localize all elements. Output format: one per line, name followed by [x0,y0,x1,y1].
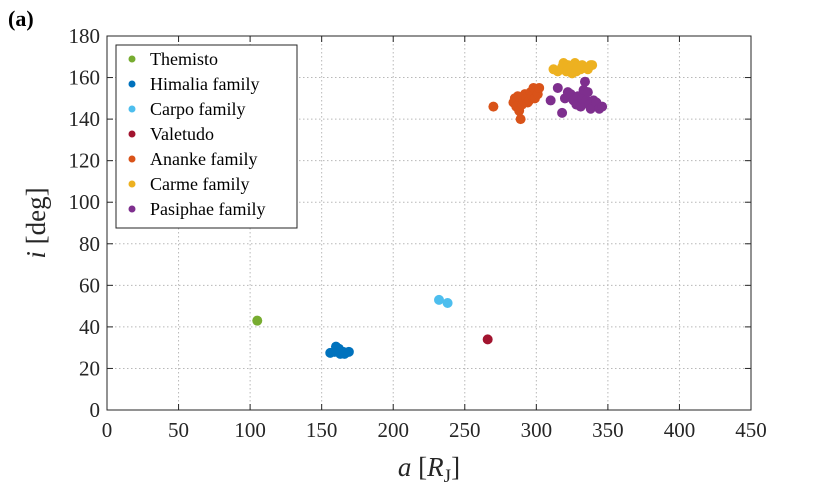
y-tick-labels: 0 20 40 60 80 100 120 140 160 180 [69,24,101,422]
y-tick-label: 0 [90,398,101,422]
data-point-carpo-family [442,297,453,308]
y-tick-label: 60 [79,273,100,297]
y-tick-label: 160 [69,66,101,90]
x-tick-label: 350 [592,418,624,442]
x-axis-var: a [398,452,412,482]
legend: Themisto Himalia family Carpo family Valetu… [115,44,298,229]
x-tick-label: 200 [377,418,409,442]
series-themisto [252,315,263,326]
x-axis-unit: R [426,452,444,482]
plot-area-frame [106,35,752,411]
x-tick-labels: 0 50 100 150 200 250 300 350 400 450 [102,418,767,442]
x-tick-label: 100 [234,418,266,442]
x-tick-label: 250 [449,418,481,442]
x-tick-label: 150 [306,418,338,442]
data-point-themisto [252,315,263,326]
legend-marker-themisto [128,55,136,63]
data-point-pasiphae-family [545,95,556,106]
series-valetudo [482,334,493,345]
legend-label-carme-family: Carme family [150,174,249,194]
x-tick-label: 0 [102,418,113,442]
legend-marker-valetudo [128,130,136,138]
legend-label-pasiphae-family: Pasiphae family [150,199,265,219]
y-axis-label: i [deg] [21,187,51,258]
y-tick-label: 20 [79,356,100,380]
data-points [252,58,608,359]
data-point-pasiphae-family [557,107,568,118]
y-tick-label: 120 [69,149,101,173]
x-axis-unit-sub: J [444,466,451,487]
series-himalia-family [325,341,354,359]
x-tick-label: 400 [664,418,696,442]
data-point-ananke-family [515,114,526,125]
data-point-pasiphae-family [552,82,563,93]
legend-label-carpo-family: Carpo family [150,99,245,119]
legend-label-valetudo: Valetudo [150,124,214,144]
y-tick-label: 40 [79,315,100,339]
series-carpo-family [434,294,453,308]
legend-marker-pasiphae-family [128,205,136,213]
data-point-carme-family [587,60,598,71]
x-tick-label: 300 [521,418,553,442]
y-tick-label: 140 [69,107,101,131]
series-pasiphae-family [545,76,608,118]
data-point-himalia-family [343,346,354,357]
data-point-pasiphae-family [597,101,608,112]
data-point-pasiphae-family [582,87,593,98]
y-axis-unit: [deg] [21,187,51,244]
data-point-carpo-family [434,294,445,305]
x-tick-label: 50 [168,418,189,442]
legend-marker-ananke-family [128,155,136,163]
legend-box [115,44,298,229]
legend-label-themisto: Themisto [150,49,218,69]
x-axis-label: a [RJ] [398,452,460,487]
legend-label-ananke-family: Ananke family [150,149,257,169]
series-ananke-family [488,82,545,125]
legend-marker-carpo-family [128,105,136,113]
y-tick-label: 180 [69,24,101,48]
x-tick-label: 450 [735,418,767,442]
data-point-ananke-family [534,82,545,93]
legend-marker-carme-family [128,180,136,188]
data-point-valetudo [482,334,493,345]
axis-ticks [106,35,752,411]
data-point-ananke-family [488,101,499,112]
legend-marker-himalia-family [128,80,136,88]
panel-label: (a) [8,6,34,31]
series-carme-family [548,58,598,79]
legend-label-himalia-family: Himalia family [150,74,259,94]
y-tick-label: 80 [79,232,100,256]
data-point-pasiphae-family [579,76,590,87]
y-axis-var: i [21,251,51,259]
y-tick-label: 100 [69,190,101,214]
